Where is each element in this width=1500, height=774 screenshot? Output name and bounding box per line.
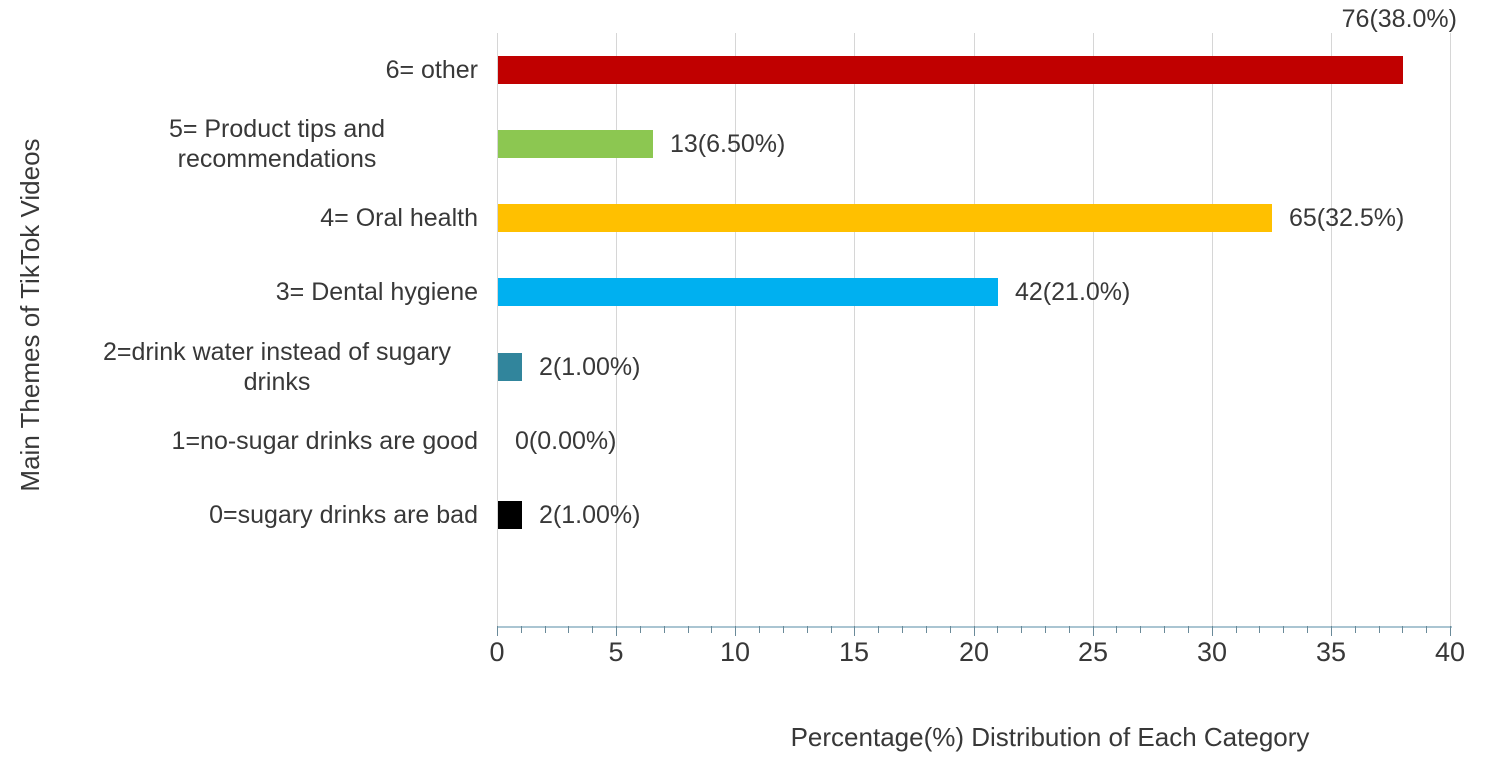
category-label: 2=drink water instead of sugary drinks [38,330,478,404]
x-tick-label: 35 [1315,637,1347,667]
minor-tick [831,626,832,633]
minor-tick [688,626,689,633]
minor-tick [1236,626,1237,633]
value-label: 2(1.00%) [539,353,641,381]
minor-tick [1402,626,1403,633]
minor-tick [1426,626,1427,633]
bar [498,353,522,381]
minor-tick [1069,626,1070,633]
minor-tick [902,626,903,633]
gridline [497,33,498,626]
gridline [1093,33,1094,626]
major-tick [1331,626,1332,636]
minor-tick [878,626,879,633]
x-tick-label: 25 [1077,637,1109,667]
major-tick [1450,626,1451,636]
category-label: 5= Product tips and recommendations [38,107,478,181]
minor-tick [568,626,569,633]
bar [498,204,1272,232]
category-label-text: 1=no-sugar drinks are good [171,427,478,455]
plot-area [497,33,1451,626]
gridline [1331,33,1332,626]
gridline [1212,33,1213,626]
major-tick [1093,626,1094,636]
major-tick [854,626,855,636]
minor-tick [1140,626,1141,633]
minor-tick [1307,626,1308,633]
category-label: 3= Dental hygiene [38,255,478,329]
minor-tick [1355,626,1356,633]
value-label: 76(38.0%) [1341,5,1457,33]
category-label-text: 5= Product tips and recommendations [168,115,386,173]
category-label: 4= Oral health [38,181,478,255]
category-label-text: 0=sugary drinks are bad [209,501,478,529]
minor-tick [1188,626,1189,633]
minor-tick [1164,626,1165,633]
minor-tick [545,626,546,633]
gridline [974,33,975,626]
x-tick-label: 30 [1196,637,1228,667]
minor-tick [640,626,641,633]
minor-tick [807,626,808,633]
minor-tick [664,626,665,633]
x-tick-label: 40 [1434,637,1466,667]
minor-tick [950,626,951,633]
value-label: 2(1.00%) [539,501,641,529]
gridline [854,33,855,626]
category-label: 0=sugary drinks are bad [38,478,478,552]
minor-tick [1283,626,1284,633]
value-label: 65(32.5%) [1289,204,1405,232]
major-tick [735,626,736,636]
minor-tick [783,626,784,633]
gridline [735,33,736,626]
minor-tick [1116,626,1117,633]
category-label-text: 2=drink water instead of sugary drinks [102,338,452,396]
minor-tick [1045,626,1046,633]
category-label-text: 4= Oral health [320,204,478,232]
minor-tick [1259,626,1260,633]
major-tick [974,626,975,636]
major-tick [616,626,617,636]
minor-tick [592,626,593,633]
x-tick-label: 10 [719,637,751,667]
minor-tick [759,626,760,633]
value-label: 0(0.00%) [515,427,617,455]
gridline [1450,33,1451,626]
major-tick [497,626,498,636]
bar [498,501,522,529]
x-tick-label: 5 [608,637,624,667]
minor-tick [521,626,522,633]
bar [498,130,653,158]
category-label: 6= other [38,33,478,107]
x-axis-title: Percentage(%) Distribution of Each Categ… [790,722,1310,752]
x-tick-label: 15 [838,637,870,667]
minor-tick [1379,626,1380,633]
bar [498,56,1403,84]
minor-tick [926,626,927,633]
x-tick-label: 0 [489,637,505,667]
bar [498,278,998,306]
minor-tick [711,626,712,633]
x-tick-label: 20 [958,637,990,667]
category-label-text: 3= Dental hygiene [275,278,478,306]
gridline [616,33,617,626]
value-label: 42(21.0%) [1015,278,1131,306]
minor-tick [997,626,998,633]
category-label: 1=no-sugar drinks are good [38,404,478,478]
value-label: 13(6.50%) [670,130,786,158]
category-label-text: 6= other [385,56,478,84]
major-tick [1212,626,1213,636]
minor-tick [1021,626,1022,633]
